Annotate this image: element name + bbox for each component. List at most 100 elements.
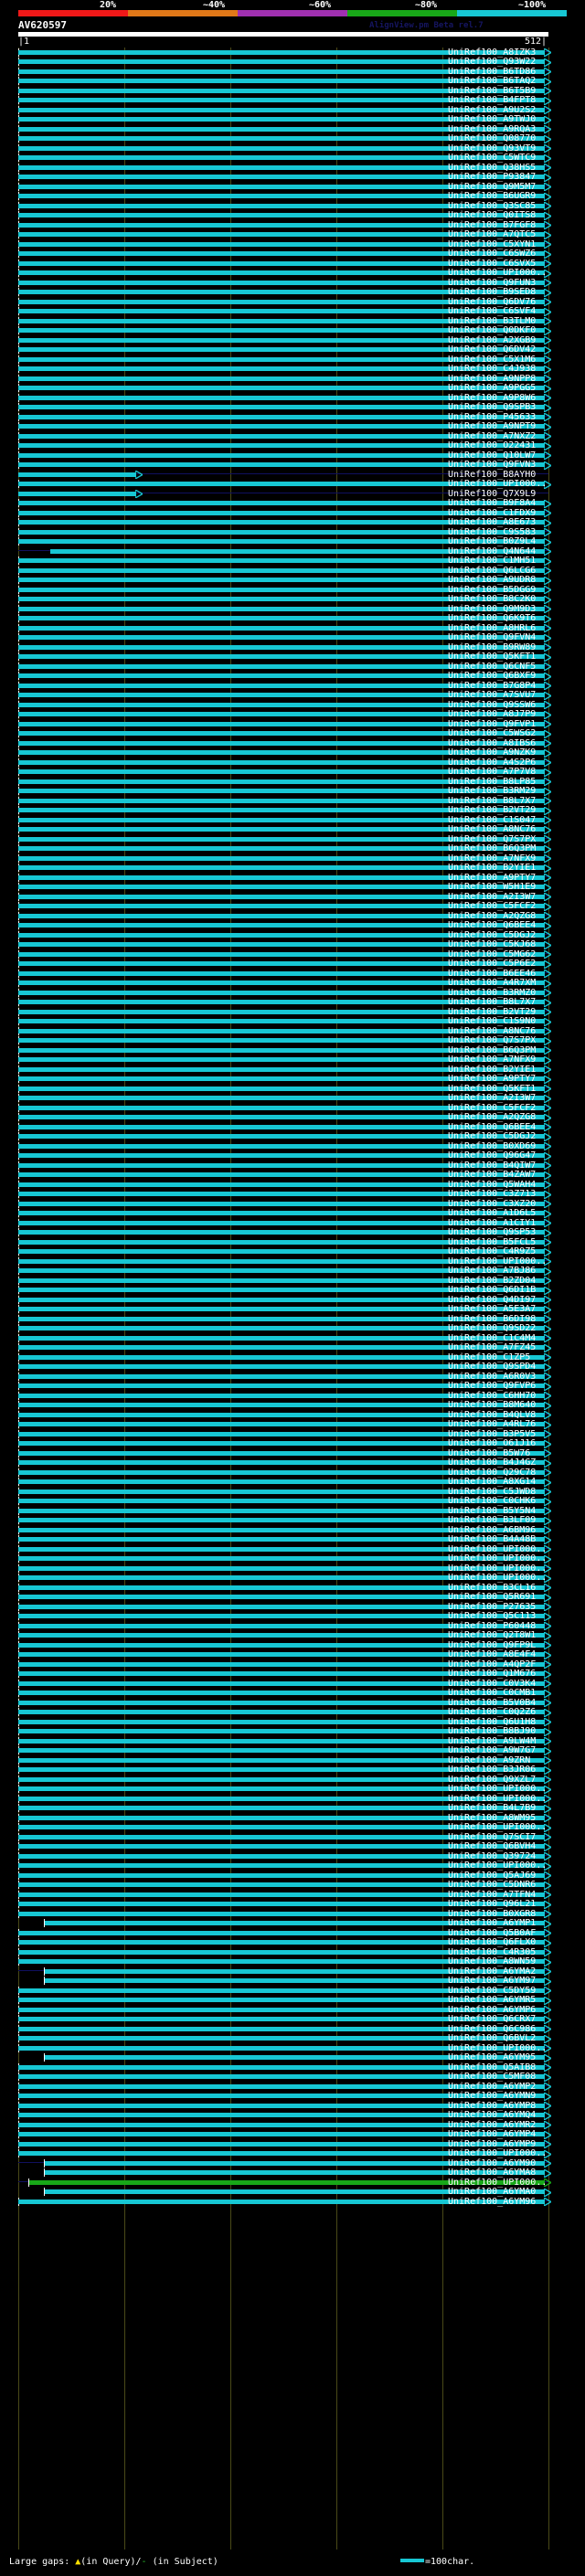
hsp-bar[interactable] — [18, 970, 545, 976]
hit-label[interactable]: UniRef100_A8E673 — [448, 517, 537, 527]
hsp-bar[interactable] — [18, 942, 545, 947]
hit-label[interactable]: UniRef100_C5X1M6 — [448, 354, 537, 365]
hsp-bar[interactable] — [18, 731, 545, 736]
hsp-bar[interactable] — [18, 2199, 545, 2204]
hit-label[interactable]: UniRef100_A8NC76 — [448, 1025, 537, 1036]
hsp-bar[interactable] — [18, 1373, 545, 1379]
hit-row[interactable]: UniRef100_Q6BEE4 — [0, 920, 585, 930]
hit-row[interactable]: UniRef100_C5DGJ2 — [0, 1131, 585, 1141]
hit-label[interactable]: UniRef100_Q9SP53 — [448, 1227, 537, 1237]
hit-label[interactable]: UniRef100_UPI000.. — [448, 268, 548, 278]
hit-label[interactable]: UniRef100_Q9FVP1 — [448, 718, 537, 729]
hit-row[interactable]: UniRef100_A6BM96 — [0, 1525, 585, 1535]
hit-row[interactable]: UniRef100_B3LF09 — [0, 1515, 585, 1525]
hit-label[interactable]: UniRef100_A1D6L5 — [448, 1208, 537, 1218]
hit-label[interactable]: UniRef100_C6HH70 — [448, 1390, 537, 1401]
hsp-bar[interactable] — [18, 759, 545, 765]
hit-label[interactable]: UniRef100_A9LW4M — [448, 1735, 537, 1746]
hsp-bar[interactable] — [18, 510, 545, 515]
hit-row[interactable]: UniRef100_C5KJ68 — [0, 939, 585, 949]
hit-label[interactable]: UniRef100_Q6BEE4 — [448, 920, 537, 930]
hit-label[interactable]: UniRef100_Q6CRX7 — [448, 2014, 537, 2024]
hsp-bar[interactable] — [18, 1940, 545, 1945]
hit-row[interactable]: UniRef100_Q5KFT1 — [0, 1084, 585, 1094]
hit-row[interactable]: UniRef100_Q9FVN3 — [0, 460, 585, 470]
hit-row[interactable]: UniRef100_UPI000.. — [0, 2043, 585, 2053]
hit-row[interactable]: UniRef100_A1CIY1 — [0, 1218, 585, 1228]
hit-label[interactable]: UniRef100_Q6BVL2 — [448, 2033, 537, 2043]
hit-label[interactable]: UniRef100_A9NZK9 — [448, 747, 537, 758]
hit-label[interactable]: UniRef100_C5DGJ2 — [448, 1131, 537, 1141]
hsp-bar[interactable] — [18, 2083, 545, 2089]
hit-label[interactable]: UniRef100_A6YMA2 — [448, 1966, 537, 1977]
hsp-bar[interactable] — [18, 1776, 545, 1782]
hit-label[interactable]: UniRef100_B3RMZ0 — [448, 987, 537, 998]
hit-label[interactable]: UniRef100_C6SVX5 — [448, 258, 537, 269]
hsp-bar[interactable] — [45, 1921, 545, 1925]
hit-row[interactable]: UniRef100_B8LP85 — [0, 777, 585, 787]
hit-row[interactable]: UniRef100_Q29C78 — [0, 1468, 585, 1478]
hsp-bar[interactable] — [18, 1403, 545, 1407]
hsp-bar[interactable] — [18, 904, 545, 908]
hit-row[interactable]: UniRef100_Q0DKF0 — [0, 325, 585, 335]
hit-row[interactable]: UniRef100_C0CHK6 — [0, 1496, 585, 1506]
hit-label[interactable]: UniRef100_B8AYH0 — [448, 469, 537, 480]
hit-row[interactable]: UniRef100_Q5R691 — [0, 1592, 585, 1602]
hit-label[interactable]: UniRef100_B6T5B9 — [448, 85, 537, 96]
hit-row[interactable]: UniRef100_B4J4GZ — [0, 1458, 585, 1468]
hit-row[interactable]: UniRef100_B2VT29 — [0, 1007, 585, 1017]
hsp-bar[interactable] — [18, 836, 545, 842]
hit-row[interactable]: UniRef100_A6YM95 — [0, 2052, 585, 2062]
hit-row[interactable]: UniRef100_A7SVU7 — [0, 690, 585, 700]
hsp-bar[interactable] — [18, 913, 545, 918]
hit-row[interactable]: UniRef100_B3P5V5 — [0, 1429, 585, 1439]
hsp-bar[interactable] — [18, 1623, 545, 1628]
hit-label[interactable]: UniRef100_C1ZP5 — [448, 1352, 531, 1362]
hit-row[interactable]: UniRef100_C3Z713 — [0, 1189, 585, 1199]
hit-label[interactable]: UniRef100_Q6BVH4 — [448, 1841, 537, 1851]
hit-row[interactable]: UniRef100_B8BJ90 — [0, 1726, 585, 1736]
hit-row[interactable]: UniRef100_Q96G47 — [0, 1150, 585, 1161]
hsp-bar[interactable] — [18, 2026, 545, 2031]
hit-row[interactable]: UniRef100_Q93W22 — [0, 57, 585, 67]
hit-row[interactable]: UniRef100_P60448 — [0, 1621, 585, 1631]
hit-row[interactable]: UniRef100_A6YMQ4 — [0, 2110, 585, 2120]
hsp-bar[interactable] — [18, 702, 545, 707]
hsp-bar[interactable] — [18, 1806, 545, 1810]
hit-row[interactable]: UniRef100_C1C4M4 — [0, 1333, 585, 1343]
hit-row[interactable]: UniRef100_B0Z9L4 — [0, 536, 585, 546]
hit-row[interactable]: UniRef100_A8E4F4 — [0, 1649, 585, 1659]
hit-label[interactable]: UniRef100_C5FCF2 — [448, 901, 537, 911]
hit-row[interactable]: UniRef100_Q9FVP6 — [0, 1381, 585, 1391]
hsp-bar[interactable] — [18, 1489, 545, 1494]
hit-row[interactable]: UniRef100_A9TWJ0 — [0, 114, 585, 124]
hsp-bar[interactable] — [18, 184, 545, 189]
hit-label[interactable]: UniRef100_Q96G47 — [448, 1150, 537, 1161]
hsp-bar[interactable] — [18, 923, 545, 928]
hit-row[interactable]: UniRef100_Q10LW7 — [0, 451, 585, 461]
hit-label[interactable]: UniRef100_B3RM29 — [448, 786, 537, 796]
hit-label[interactable]: UniRef100_Q7X9L9 — [448, 488, 537, 499]
hit-row[interactable]: UniRef100_C9S583 — [0, 527, 585, 537]
hit-row[interactable]: UniRef100_Q9SPB3 — [0, 402, 585, 412]
hit-row[interactable]: UniRef100_B5W76 — [0, 1448, 585, 1458]
hit-label[interactable]: UniRef100_Q6BXF9 — [448, 671, 537, 681]
hsp-bar[interactable] — [18, 2141, 545, 2147]
hsp-bar[interactable] — [45, 2170, 545, 2175]
hsp-bar[interactable] — [18, 1354, 545, 1360]
hit-label[interactable]: UniRef100_C3Z713 — [448, 1189, 537, 1199]
hsp-bar[interactable] — [18, 1307, 545, 1311]
hsp-bar[interactable] — [18, 798, 545, 803]
hit-row[interactable]: UniRef100_B8C2K0 — [0, 594, 585, 604]
hsp-bar[interactable] — [18, 2132, 545, 2136]
hsp-bar[interactable] — [18, 1019, 545, 1023]
hit-label[interactable]: UniRef100_Q6C986 — [448, 2023, 537, 2034]
hsp-bar[interactable] — [18, 1000, 545, 1004]
hsp-bar[interactable] — [18, 1680, 545, 1686]
hit-label[interactable]: UniRef100_A2QZG8 — [448, 1112, 537, 1122]
hsp-bar[interactable] — [18, 1201, 545, 1206]
hsp-bar[interactable] — [18, 520, 545, 525]
hit-label[interactable]: UniRef100_Q6FLX0 — [448, 1937, 537, 1947]
hsp-bar[interactable] — [18, 1047, 545, 1053]
hit-row[interactable]: UniRef100_B0XGR8 — [0, 1909, 585, 1919]
